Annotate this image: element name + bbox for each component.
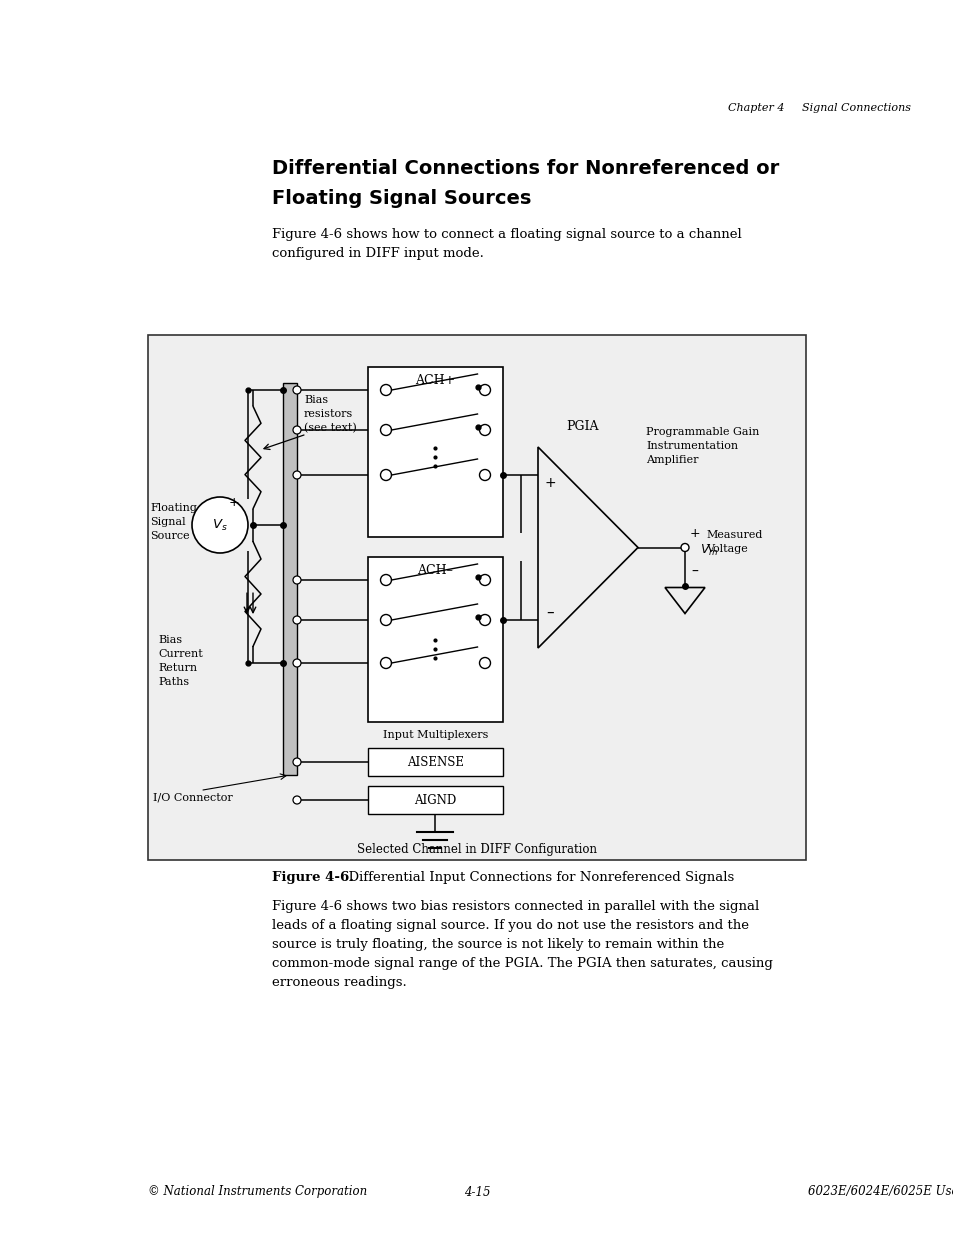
Text: +: +	[543, 475, 556, 490]
Text: Bias
resistors
(see text): Bias resistors (see text)	[304, 395, 356, 433]
Circle shape	[293, 426, 301, 433]
Text: Selected Channel in DIFF Configuration: Selected Channel in DIFF Configuration	[356, 844, 597, 857]
Text: Differential Connections for Nonreferenced or: Differential Connections for Nonreferenc…	[272, 158, 779, 178]
Text: ACH+: ACH+	[415, 374, 456, 388]
Text: PGIA: PGIA	[566, 420, 598, 433]
Text: +: +	[689, 527, 700, 540]
Text: Figure 4-6 shows how to connect a floating signal source to a channel
configured: Figure 4-6 shows how to connect a floati…	[272, 228, 741, 261]
Bar	[368, 785, 502, 814]
Circle shape	[293, 797, 301, 804]
Circle shape	[293, 758, 301, 766]
Text: Figure 4-6.: Figure 4-6.	[272, 872, 354, 884]
Text: © National Instruments Corporation: © National Instruments Corporation	[148, 1186, 367, 1198]
Text: Bias
Current
Return
Paths: Bias Current Return Paths	[158, 635, 203, 687]
Text: –: –	[546, 604, 554, 620]
Text: Input Multiplexers: Input Multiplexers	[382, 730, 488, 740]
Circle shape	[293, 616, 301, 624]
Text: 4-15: 4-15	[463, 1186, 490, 1198]
Circle shape	[680, 543, 688, 552]
Text: $V_s$: $V_s$	[212, 517, 228, 532]
Text: Differential Input Connections for Nonreferenced Signals: Differential Input Connections for Nonre…	[339, 872, 734, 884]
Circle shape	[192, 496, 248, 553]
Bar	[148, 335, 805, 860]
Text: Floating
Signal
Source: Floating Signal Source	[150, 503, 196, 541]
Text: 6023E/6024E/6025E User Manual: 6023E/6024E/6025E User Manual	[807, 1186, 953, 1198]
Text: Floating Signal Sources: Floating Signal Sources	[272, 189, 531, 207]
Text: $V_m$: $V_m$	[700, 543, 718, 558]
Bar	[368, 748, 502, 776]
Circle shape	[293, 471, 301, 479]
Circle shape	[293, 576, 301, 584]
Text: Measured
Voltage: Measured Voltage	[705, 530, 761, 553]
Text: ACH–: ACH–	[417, 564, 453, 578]
Text: –: –	[691, 564, 698, 578]
Text: Programmable Gain
Instrumentation
Amplifier: Programmable Gain Instrumentation Amplif…	[645, 427, 759, 466]
Circle shape	[293, 387, 301, 394]
Circle shape	[293, 659, 301, 667]
Text: AISENSE: AISENSE	[407, 756, 463, 768]
Text: Chapter 4     Signal Connections: Chapter 4 Signal Connections	[728, 103, 910, 112]
Text: +: +	[229, 496, 239, 510]
Text: AIGND: AIGND	[414, 794, 456, 806]
Bar	[368, 367, 502, 537]
Bar	[283, 383, 296, 776]
Text: Figure 4-6 shows two bias resistors connected in parallel with the signal
leads : Figure 4-6 shows two bias resistors conn…	[272, 900, 772, 989]
Text: I/O Connector: I/O Connector	[152, 792, 233, 802]
Bar	[368, 557, 502, 722]
